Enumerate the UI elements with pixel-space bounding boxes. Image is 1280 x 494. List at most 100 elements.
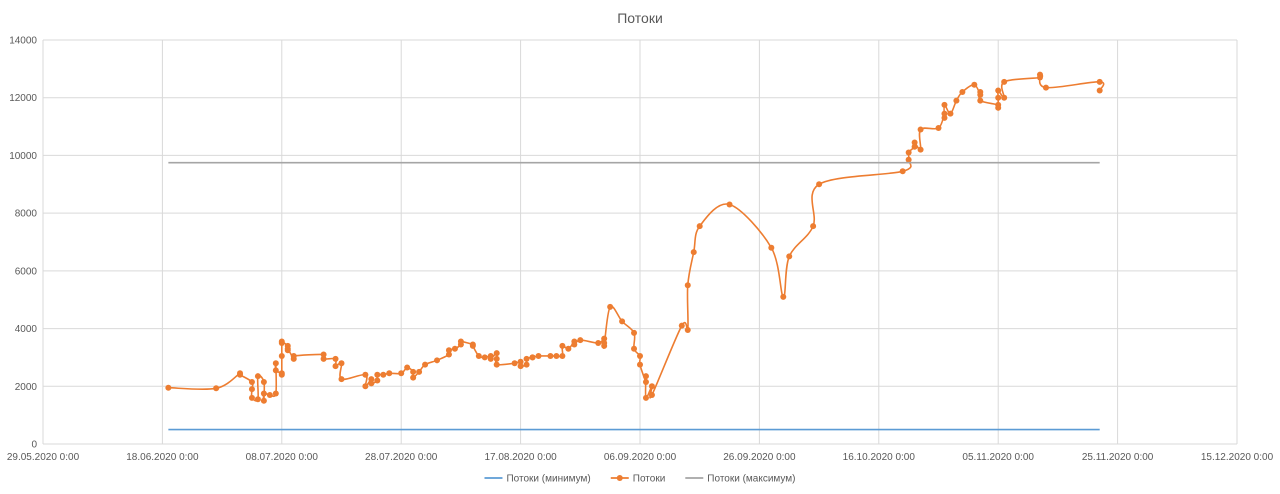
data-point	[338, 376, 345, 383]
x-tick-label: 08.07.2020 0:00	[246, 452, 319, 463]
data-point	[481, 354, 488, 361]
data-point	[690, 249, 697, 256]
data-point	[637, 352, 643, 359]
data-point	[941, 101, 948, 108]
data-point	[971, 81, 978, 88]
legend-label: Потоки (минимум)	[506, 474, 590, 485]
data-point	[905, 156, 912, 163]
data-point	[553, 352, 560, 359]
data-point	[1001, 78, 1008, 85]
data-point	[631, 329, 638, 336]
data-point	[977, 97, 984, 104]
data-point	[278, 338, 285, 345]
data-point	[272, 367, 279, 374]
data-point	[947, 110, 954, 117]
data-point	[248, 394, 255, 401]
data-point	[959, 88, 966, 95]
data-point	[1096, 87, 1103, 94]
data-point	[386, 370, 393, 377]
data-point	[410, 368, 417, 375]
y-tick-label: 4000	[15, 324, 38, 335]
data-point	[577, 337, 584, 344]
x-tick-label: 25.11.2020 0:00	[1082, 452, 1154, 463]
data-point	[786, 253, 793, 260]
data-point	[410, 374, 417, 381]
data-point	[935, 125, 942, 132]
x-tick-label: 05.11.2020 0:00	[962, 452, 1034, 463]
data-point	[941, 110, 948, 117]
data-point	[338, 360, 345, 367]
data-point	[332, 363, 339, 370]
data-point	[768, 244, 775, 251]
data-point	[320, 351, 327, 358]
data-point	[684, 282, 691, 289]
data-point	[493, 350, 500, 357]
data-point	[374, 371, 381, 378]
data-point	[529, 354, 536, 361]
data-point	[816, 181, 823, 188]
axes: 0 2000 4000 6000 8000 10000 12000 14000 29.05.20…	[7, 36, 1274, 464]
series-1	[165, 71, 1105, 404]
y-tick-label: 6000	[15, 266, 38, 277]
data-point	[905, 149, 912, 156]
data-point	[899, 168, 906, 175]
data-point	[642, 394, 649, 401]
legend: Потоки (минимум) Потоки Потоки (максимум)	[484, 474, 796, 485]
x-tick-label: 17.08.2020 0:00	[484, 452, 557, 463]
data-point	[469, 342, 476, 349]
data-point	[535, 352, 542, 359]
data-point	[917, 126, 924, 133]
data-point	[995, 94, 1002, 101]
x-tick-label: 28.07.2020 0:00	[365, 452, 438, 463]
data-point	[260, 390, 267, 397]
data-point	[213, 385, 220, 392]
data-point	[1036, 71, 1043, 78]
data-point	[237, 371, 244, 378]
data-point	[416, 368, 423, 375]
data-point	[1042, 84, 1049, 91]
data-point	[631, 345, 638, 352]
data-point	[254, 373, 261, 380]
legend-label: Потоки (максимум)	[707, 474, 795, 485]
data-point	[272, 390, 279, 397]
data-point	[368, 380, 375, 387]
data-point	[434, 357, 441, 364]
data-point	[445, 347, 452, 354]
data-point	[517, 363, 524, 370]
y-tick-label: 10000	[9, 151, 37, 162]
data-point	[607, 303, 614, 310]
data-point	[601, 335, 608, 342]
data-point	[595, 340, 602, 346]
y-tick-label: 0	[31, 440, 37, 451]
data-point	[284, 345, 291, 352]
data-point	[374, 377, 381, 384]
x-tick-label: 29.05.2020 0:00	[7, 452, 80, 463]
data-point	[362, 371, 369, 378]
data-point	[1096, 78, 1103, 85]
data-point	[422, 361, 429, 368]
data-point	[260, 378, 267, 385]
legend-marker	[616, 475, 623, 481]
data-point	[995, 104, 1002, 111]
data-point	[571, 341, 578, 348]
data-point	[642, 373, 649, 380]
data-point	[941, 114, 948, 121]
data-point	[266, 391, 273, 398]
data-point	[445, 351, 452, 358]
series-line	[168, 73, 1105, 402]
data-point	[911, 139, 918, 146]
data-point	[320, 355, 327, 362]
gridlines	[42, 39, 1238, 445]
data-point	[1001, 94, 1008, 101]
data-point	[619, 318, 626, 325]
x-tick-label: 16.10.2020 0:00	[843, 452, 916, 463]
data-point	[278, 371, 285, 378]
data-point	[917, 146, 924, 153]
x-tick-label: 18.06.2020 0:00	[126, 452, 199, 463]
data-point	[278, 352, 285, 359]
data-point	[601, 342, 608, 349]
data-point	[995, 87, 1002, 94]
data-point	[493, 361, 500, 368]
